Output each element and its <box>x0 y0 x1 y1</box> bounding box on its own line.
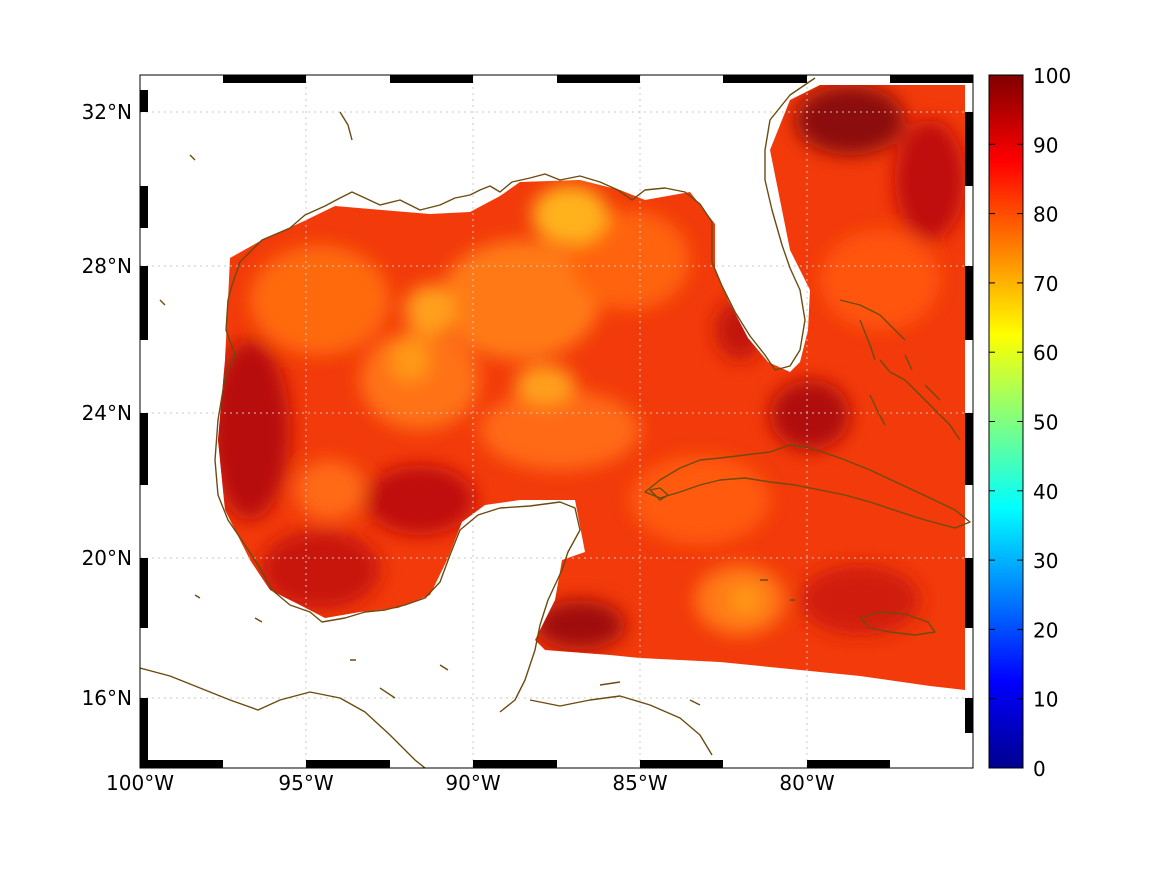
colorbar-tick-label: 100 <box>1033 64 1071 88</box>
colorbar-tick-label: 40 <box>1033 480 1058 504</box>
colorbar-tick-label: 10 <box>1033 688 1058 712</box>
coastline-honduras <box>529 695 713 756</box>
colorbar-tick-label: 30 <box>1033 549 1058 573</box>
map-area <box>139 74 974 769</box>
colorbar-tick-label: 60 <box>1033 341 1058 365</box>
colorbar-tick-label: 50 <box>1033 411 1058 435</box>
colorbar-tick-label: 70 <box>1033 272 1058 296</box>
colorbar-tick-label: 20 <box>1033 618 1058 642</box>
coastlines <box>140 77 971 768</box>
x-axis-tick-labels: 100°W 95°W 90°W 85°W 80°W <box>106 771 835 795</box>
y-tick-label: 32°N <box>82 100 132 124</box>
x-tick-label: 80°W <box>779 771 834 795</box>
coastline-central-america <box>140 667 426 768</box>
y-tick-label: 24°N <box>82 401 132 425</box>
coastline-cuba <box>644 444 971 529</box>
coastline-mexico-west <box>214 299 581 713</box>
grid-lines <box>140 75 973 768</box>
y-axis-tick-labels: 32°N 28°N 24°N 20°N 16°N <box>82 100 132 710</box>
y-tick-label: 20°N <box>82 546 132 570</box>
colorbar-tick-label: 80 <box>1033 203 1058 227</box>
colorbar-tick-label: 0 <box>1033 757 1046 781</box>
coastline-small-islands <box>159 111 795 706</box>
y-tick-label: 28°N <box>82 254 132 278</box>
coastline-gulf <box>227 77 816 371</box>
x-tick-label: 95°W <box>278 771 333 795</box>
x-tick-label: 100°W <box>106 771 174 795</box>
x-tick-label: 90°W <box>445 771 500 795</box>
coastline-bahamas <box>839 299 961 441</box>
map-border-bars <box>140 75 973 768</box>
x-tick-label: 85°W <box>612 771 667 795</box>
coastline-jamaica <box>859 611 936 636</box>
y-tick-label: 16°N <box>82 686 132 710</box>
colorbar-tick-label: 90 <box>1033 133 1058 157</box>
